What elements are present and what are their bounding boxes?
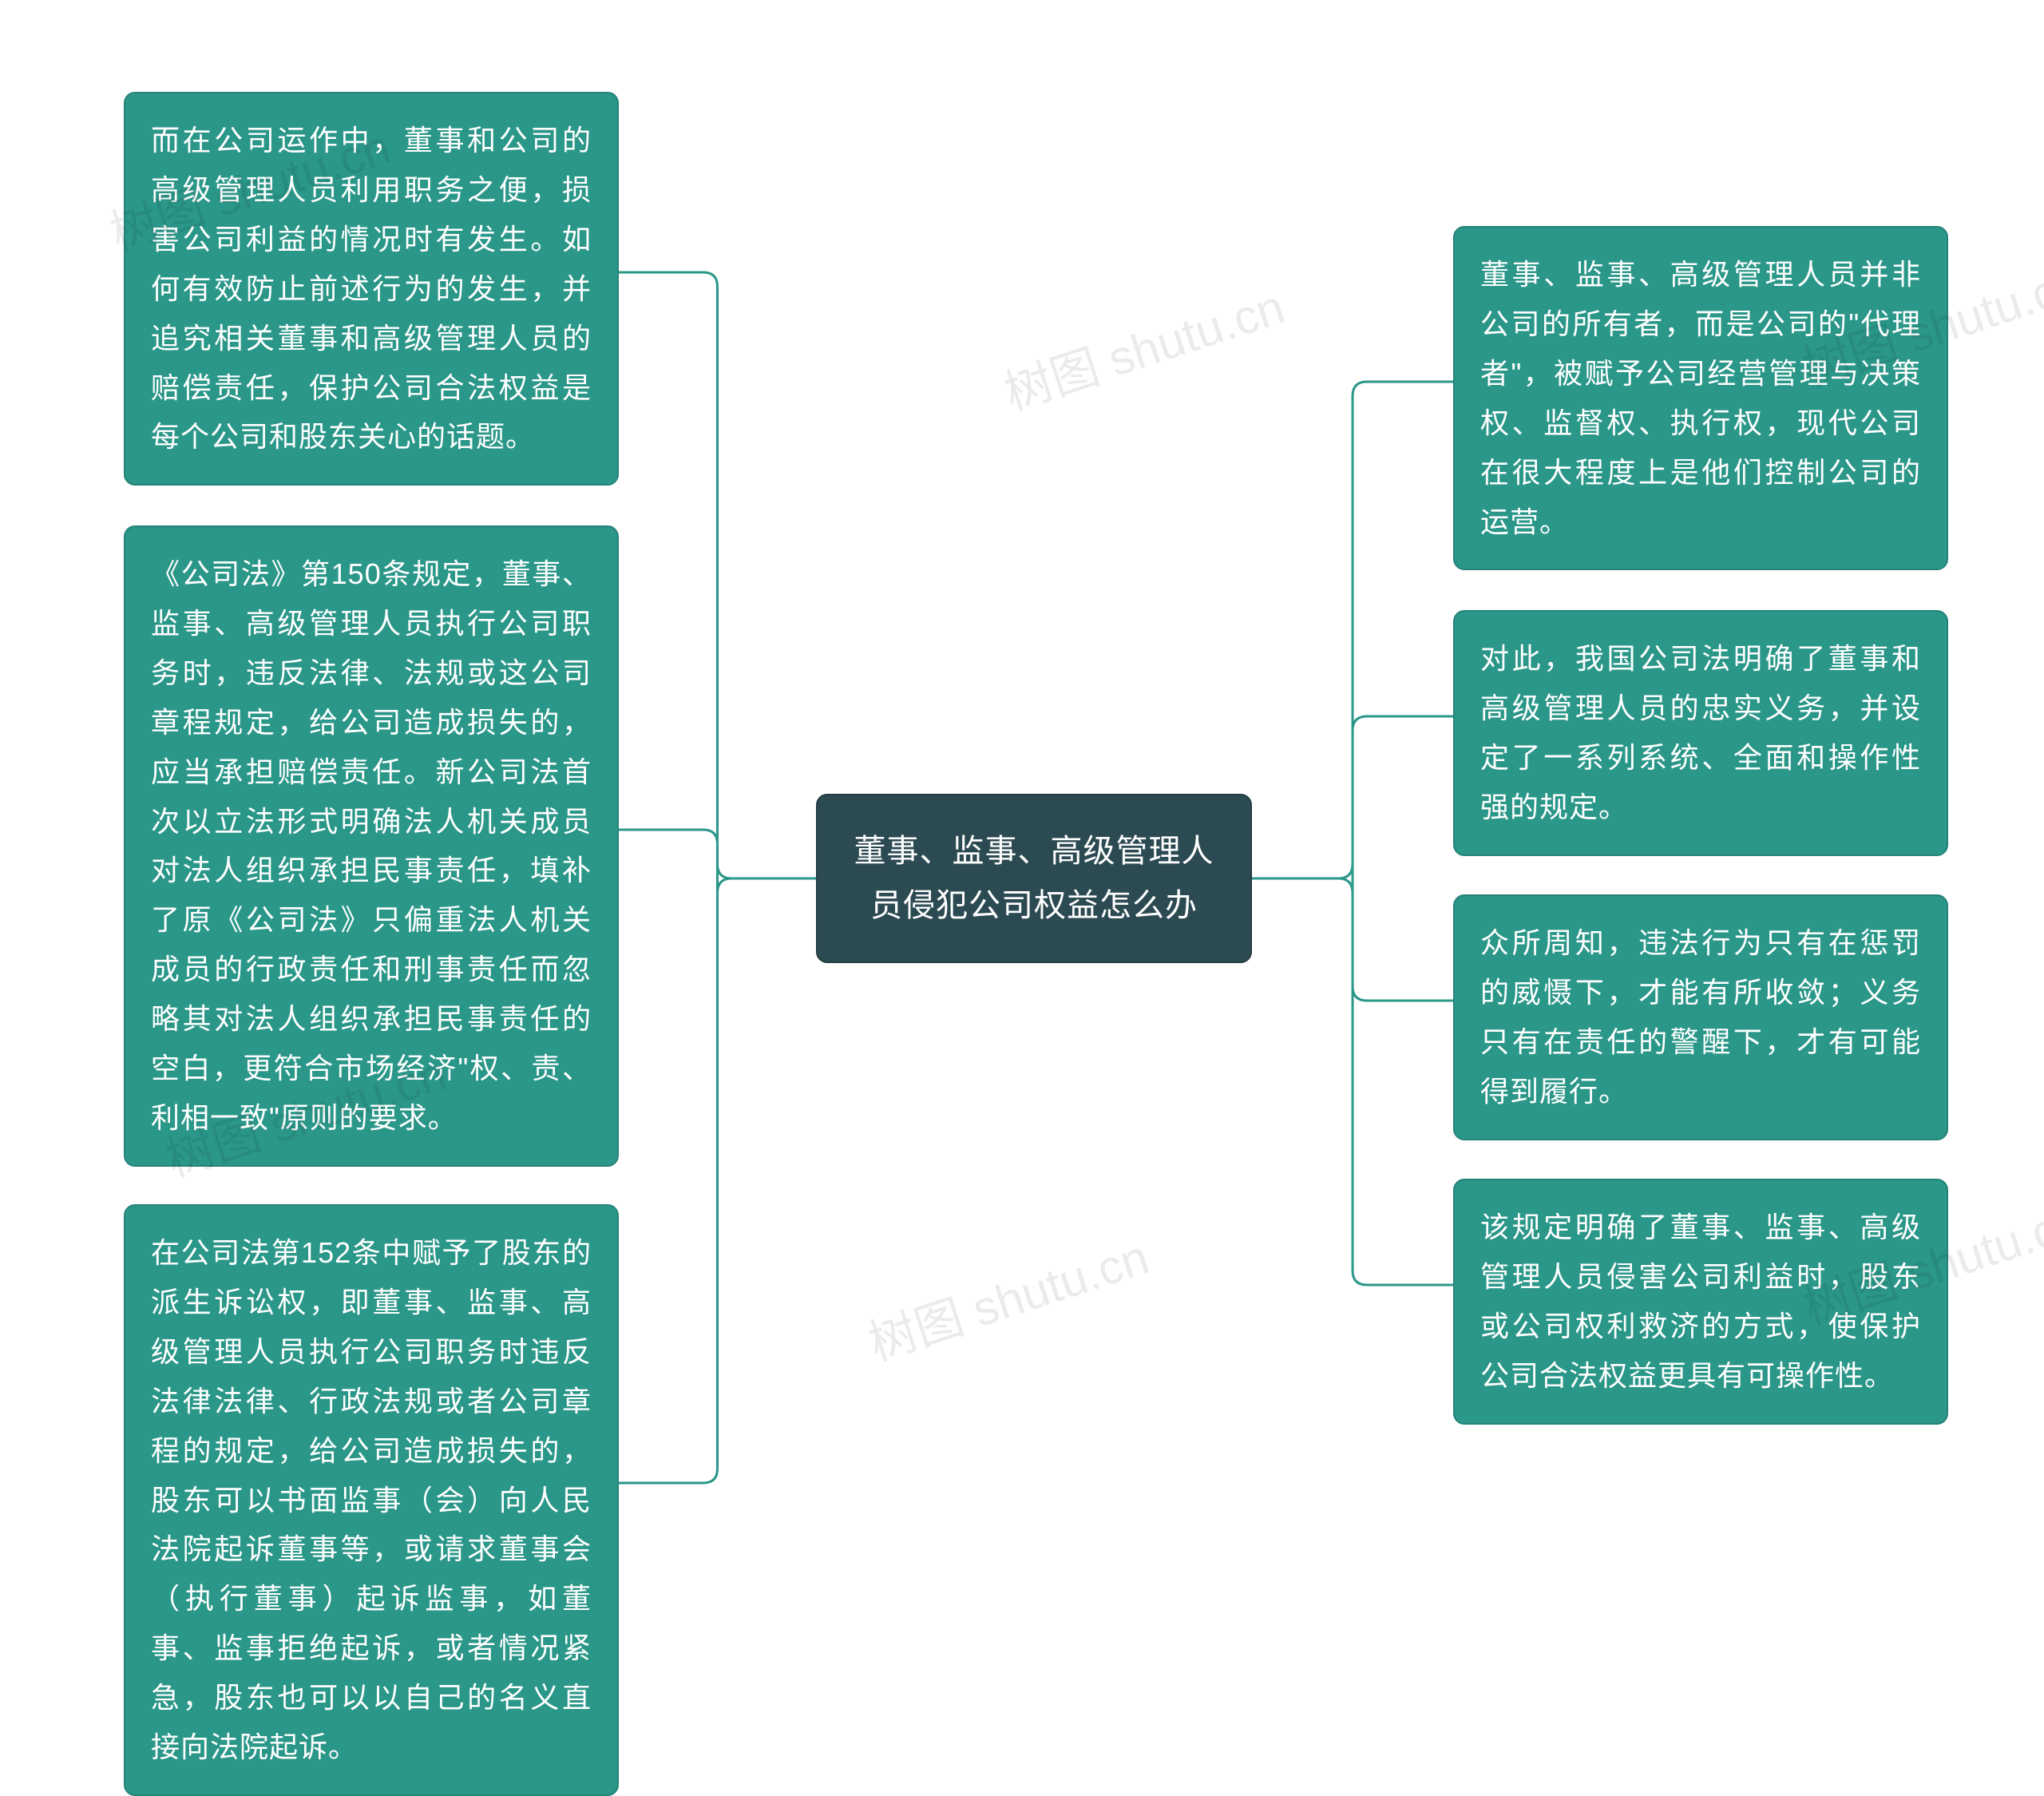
watermark: 树图 shutu.cn <box>858 1219 1156 1374</box>
leaf-left-3-text: 在公司法第152条中赋予了股东的派生诉讼权，即董事、监事、高级管理人员执行公司职… <box>151 1236 592 1763</box>
leaf-right-2-text: 对此，我国公司法明确了董事和高级管理人员的忠实义务，并设定了一系列系统、全面和操… <box>1480 642 1921 823</box>
leaf-right-4-text: 该规定明确了董事、监事、高级管理人员侵害公司利益时，股东或公司权利救济的方式，使… <box>1480 1211 1921 1392</box>
leaf-right-4: 该规定明确了董事、监事、高级管理人员侵害公司利益时，股东或公司权利救济的方式，使… <box>1453 1179 1948 1425</box>
center-node: 董事、监事、高级管理人员侵犯公司权益怎么办 <box>816 794 1252 963</box>
center-node-text: 董事、监事、高级管理人员侵犯公司权益怎么办 <box>843 824 1225 933</box>
leaf-right-3-text: 众所周知，违法行为只有在惩罚的威慑下，才能有所收敛；义务只有在责任的警醒下，才有… <box>1480 926 1921 1108</box>
leaf-left-3: 在公司法第152条中赋予了股东的派生诉讼权，即董事、监事、高级管理人员执行公司职… <box>124 1204 619 1796</box>
leaf-left-1: 而在公司运作中，董事和公司的高级管理人员利用职务之便，损害公司利益的情况时有发生… <box>124 92 619 486</box>
leaf-right-1-text: 董事、监事、高级管理人员并非公司的所有者，而是公司的"代理者"，被赋予公司经营管… <box>1480 258 1921 538</box>
mindmap-canvas: 董事、监事、高级管理人员侵犯公司权益怎么办 而在公司运作中，董事和公司的高级管理… <box>0 0 2044 1774</box>
watermark: 树图 shutu.cn <box>994 268 1292 424</box>
leaf-right-1: 董事、监事、高级管理人员并非公司的所有者，而是公司的"代理者"，被赋予公司经营管… <box>1453 226 1948 570</box>
leaf-right-2: 对此，我国公司法明确了董事和高级管理人员的忠实义务，并设定了一系列系统、全面和操… <box>1453 610 1948 856</box>
leaf-left-1-text: 而在公司运作中，董事和公司的高级管理人员利用职务之便，损害公司利益的情况时有发生… <box>151 124 592 453</box>
leaf-left-2-text: 《公司法》第150条规定，董事、监事、高级管理人员执行公司职务时，违反法律、法规… <box>151 557 592 1134</box>
leaf-right-3: 众所周知，违法行为只有在惩罚的威慑下，才能有所收敛；义务只有在责任的警醒下，才有… <box>1453 894 1948 1140</box>
leaf-left-2: 《公司法》第150条规定，董事、监事、高级管理人员执行公司职务时，违反法律、法规… <box>124 525 619 1167</box>
